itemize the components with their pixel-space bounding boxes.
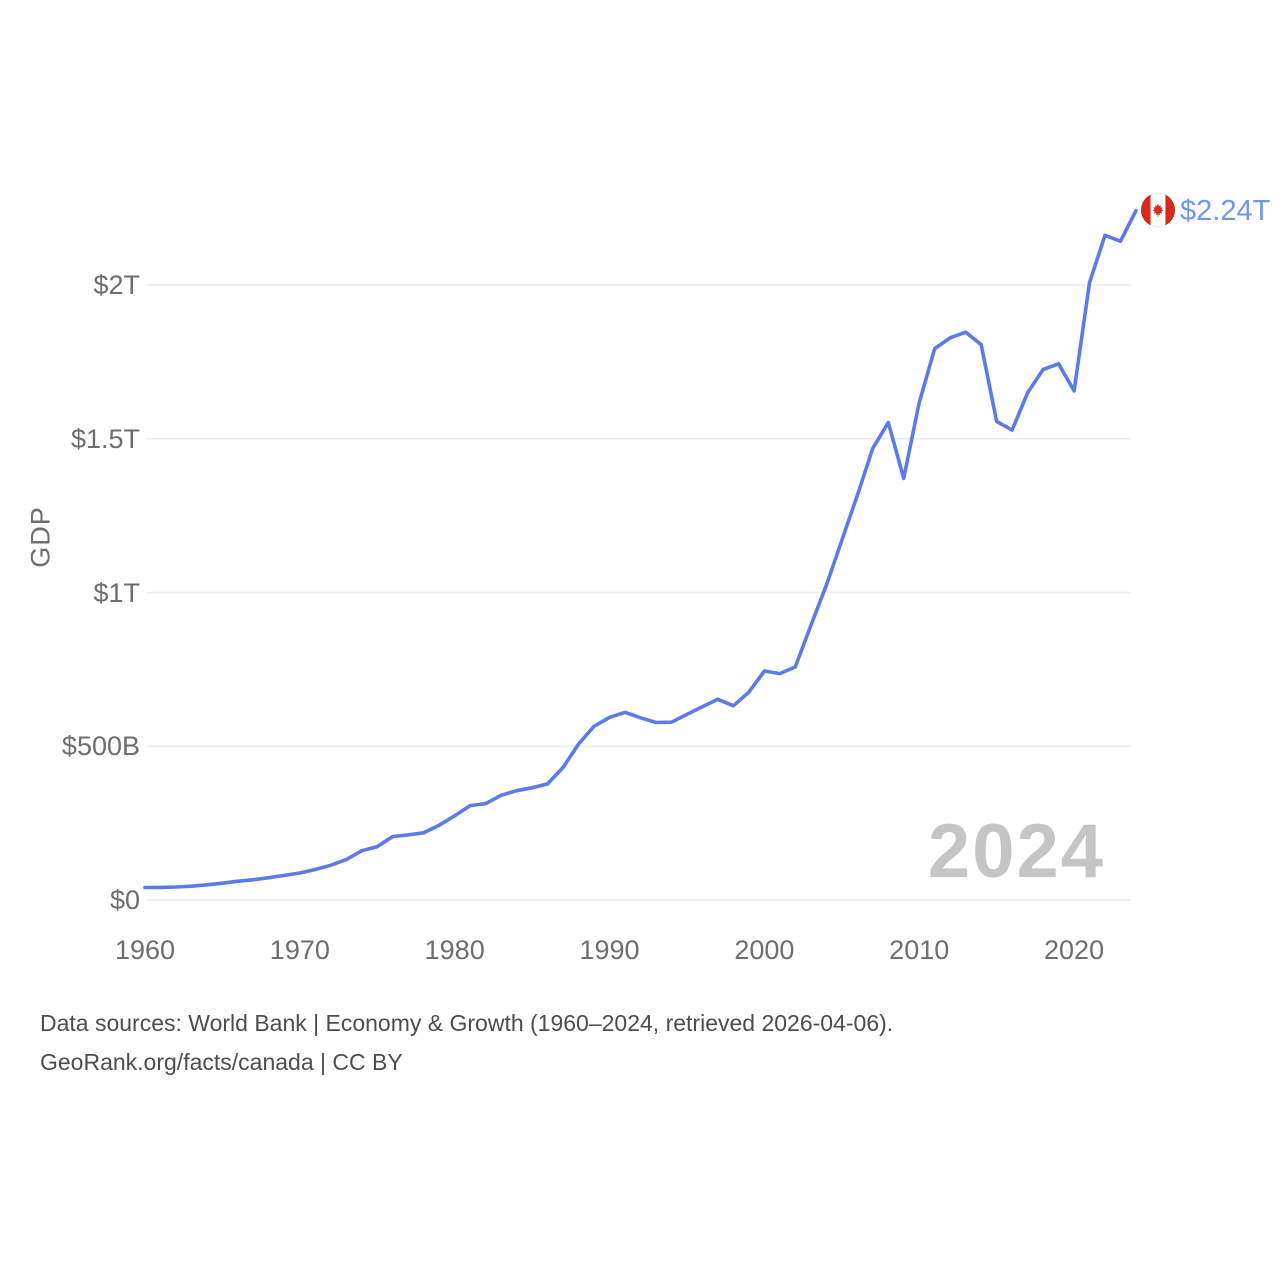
y-tick-label: $2T [93, 270, 140, 300]
footer: Data sources: World Bank | Economy & Gro… [40, 1004, 1140, 1082]
y-tick-label: $0 [109, 885, 140, 915]
x-tick-label: 2000 [734, 935, 795, 965]
x-tick-label: 2020 [1044, 935, 1105, 965]
gridlines [147, 284, 1131, 901]
gdp-value-label: $2.24T [1180, 195, 1271, 227]
watermark-year: 2024 [927, 809, 1105, 894]
y-tick-label: $1.5T [70, 423, 140, 454]
gdp-line-series [143, 208, 1138, 890]
x-tick-label: 2010 [889, 935, 950, 965]
x-tick-label: 1990 [579, 935, 640, 965]
footer-source-line: Data sources: World Bank | Economy & Gro… [40, 1010, 894, 1036]
x-tick-label: 1960 [114, 935, 176, 965]
canada-flag-icon [1141, 193, 1175, 227]
y-tick-label: $1T [93, 577, 140, 608]
y-tick-label: $500B [61, 731, 140, 762]
x-tick-label: 1970 [269, 935, 330, 965]
y-axis-title: GDP [25, 506, 56, 568]
x-tick-label: 1980 [424, 935, 485, 965]
footer-attribution-line: GeoRank.org/facts/canada | CC BY [40, 1049, 403, 1075]
